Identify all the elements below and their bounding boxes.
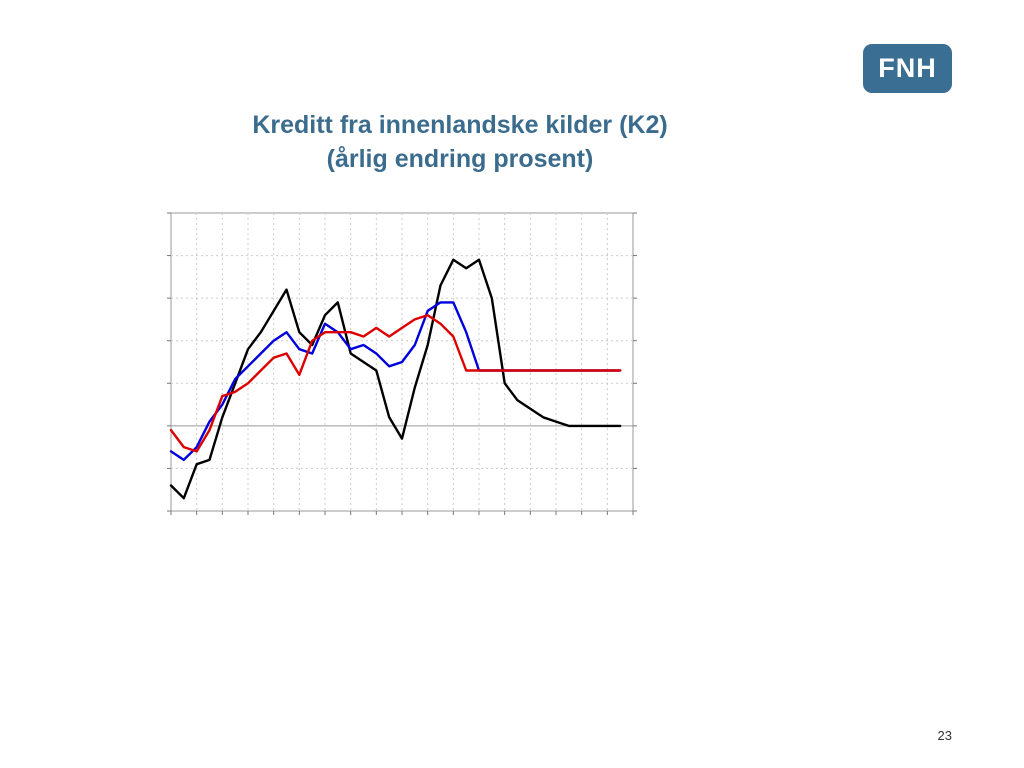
page-number: 23	[937, 728, 952, 743]
chart-title-line1: Kreditt fra innenlandske kilder (K2)	[252, 111, 668, 139]
logo-text: FNH	[878, 53, 937, 83]
series-line-1	[169, 258, 622, 500]
chart-title-line2: (årlig endring prosent)	[326, 145, 594, 173]
chart-title: Kreditt fra innenlandske kilder (K2) (år…	[160, 108, 760, 176]
series-line-3	[169, 314, 622, 453]
fnh-logo: FNH	[863, 44, 952, 93]
